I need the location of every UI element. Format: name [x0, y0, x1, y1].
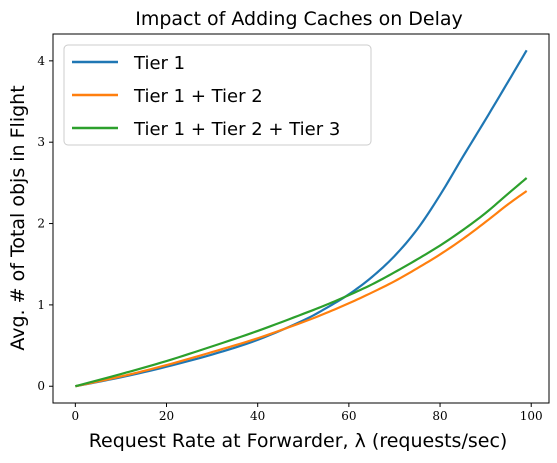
- series-lines: [75, 49, 528, 388]
- y-tick-label: 1: [37, 298, 45, 312]
- chart-title: Impact of Adding Caches on Delay: [135, 8, 463, 30]
- series-line-tier-1: [75, 49, 528, 388]
- y-tick-label: 0: [37, 379, 45, 393]
- y-tick-label: 3: [37, 135, 45, 149]
- legend-label: Tier 1 + Tier 2 + Tier 3: [133, 119, 340, 140]
- legend-label: Tier 1 + Tier 2: [133, 86, 263, 107]
- y-axis-label: Avg. # of Total objs in Flight: [7, 85, 29, 350]
- x-axis-label: Request Rate at Forwarder, λ (requests/s…: [89, 430, 508, 452]
- legend-box: [63, 44, 372, 146]
- legend-label: Tier 1: [133, 53, 185, 74]
- series-line-tier-1-tier-2-tier-3: [75, 177, 528, 388]
- axis-ticks: 0 20 40 60 80 100 0 1 2 3 4: [37, 54, 542, 423]
- x-tick-label: 20: [159, 409, 174, 423]
- series-line-tier-1-tier-2: [75, 190, 528, 388]
- y-tick-label: 4: [37, 54, 45, 68]
- legend: Tier 1 Tier 1 + Tier 2 Tier 1 + Tier 2 + T…: [63, 44, 372, 146]
- x-tick-label: 60: [341, 409, 356, 423]
- plot-frame: [52, 33, 550, 404]
- x-tick-label: 100: [520, 409, 543, 423]
- x-tick-label: 0: [72, 409, 80, 423]
- y-tick-label: 2: [37, 217, 45, 231]
- x-tick-label: 80: [432, 409, 447, 423]
- x-tick-label: 40: [250, 409, 265, 423]
